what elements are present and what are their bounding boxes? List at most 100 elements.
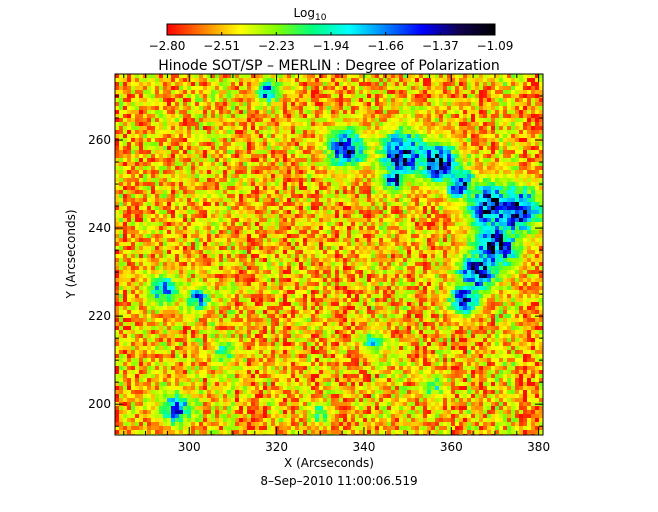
heatmap-cell bbox=[427, 218, 431, 222]
heatmap-cell bbox=[299, 210, 303, 214]
heatmap-cell bbox=[339, 170, 343, 174]
heatmap-cell bbox=[471, 166, 475, 170]
heatmap-cell bbox=[343, 102, 347, 106]
heatmap-cell bbox=[155, 242, 159, 246]
heatmap-cell bbox=[131, 258, 135, 262]
heatmap-cell bbox=[215, 214, 219, 218]
heatmap-cell bbox=[315, 154, 319, 158]
heatmap-cell bbox=[307, 158, 311, 162]
heatmap-cell bbox=[535, 162, 539, 166]
heatmap-cell bbox=[355, 114, 359, 118]
heatmap-cell bbox=[507, 126, 511, 130]
heatmap-cell bbox=[275, 194, 279, 198]
heatmap-cell bbox=[327, 98, 331, 102]
heatmap-cell bbox=[279, 214, 283, 218]
heatmap-cell bbox=[367, 214, 371, 218]
heatmap-cell bbox=[139, 230, 143, 234]
heatmap-cell bbox=[487, 210, 491, 214]
heatmap-cell bbox=[475, 138, 479, 142]
heatmap-cell bbox=[215, 86, 219, 90]
heatmap-cell bbox=[159, 258, 163, 262]
heatmap-cell bbox=[383, 154, 387, 158]
heatmap-cell bbox=[427, 118, 431, 122]
heatmap-cell bbox=[183, 90, 187, 94]
heatmap-cell bbox=[291, 86, 295, 90]
heatmap-cell bbox=[115, 122, 119, 126]
heatmap-cell bbox=[371, 166, 375, 170]
heatmap-cell bbox=[127, 146, 131, 150]
heatmap-cell bbox=[487, 198, 491, 202]
heatmap-cell bbox=[159, 82, 163, 86]
heatmap-cell bbox=[411, 242, 415, 246]
heatmap-cell bbox=[327, 118, 331, 122]
heatmap-cell bbox=[375, 102, 379, 106]
heatmap-cell bbox=[323, 202, 327, 206]
heatmap-cell bbox=[363, 194, 367, 198]
heatmap-cell bbox=[223, 142, 227, 146]
heatmap-cell bbox=[199, 138, 203, 142]
heatmap-cell bbox=[259, 146, 263, 150]
heatmap-cell bbox=[527, 230, 531, 234]
heatmap-cell bbox=[131, 154, 135, 158]
heatmap-cell bbox=[143, 106, 147, 110]
heatmap-cell bbox=[291, 194, 295, 198]
heatmap-cell bbox=[135, 138, 139, 142]
heatmap-cell bbox=[359, 234, 363, 238]
heatmap-cell bbox=[467, 238, 471, 242]
heatmap-cell bbox=[459, 118, 463, 122]
heatmap-cell bbox=[171, 106, 175, 110]
heatmap-cell bbox=[307, 146, 311, 150]
heatmap-cell bbox=[523, 170, 527, 174]
heatmap-cell bbox=[387, 162, 391, 166]
heatmap-cell bbox=[379, 202, 383, 206]
heatmap-cell bbox=[443, 122, 447, 126]
heatmap-cell bbox=[507, 174, 511, 178]
heatmap-cell bbox=[503, 218, 507, 222]
heatmap-cell bbox=[535, 214, 539, 218]
heatmap-cell bbox=[451, 186, 455, 190]
heatmap-cell bbox=[487, 130, 491, 134]
heatmap-cell bbox=[223, 174, 227, 178]
heatmap-cell bbox=[183, 150, 187, 154]
heatmap-cell bbox=[447, 126, 451, 130]
heatmap-cell bbox=[171, 142, 175, 146]
heatmap-cell bbox=[431, 210, 435, 214]
heatmap-cell bbox=[435, 154, 439, 158]
heatmap-cell bbox=[527, 86, 531, 90]
heatmap-cell bbox=[171, 166, 175, 170]
heatmap-cell bbox=[127, 74, 131, 78]
heatmap-cell bbox=[151, 122, 155, 126]
heatmap-cell bbox=[119, 254, 123, 258]
heatmap-cell bbox=[327, 106, 331, 110]
heatmap-cell bbox=[291, 98, 295, 102]
heatmap-cell bbox=[447, 86, 451, 90]
heatmap-cell bbox=[395, 166, 399, 170]
heatmap-cell bbox=[415, 226, 419, 230]
heatmap-cell bbox=[503, 202, 507, 206]
heatmap-cell bbox=[467, 194, 471, 198]
heatmap-cell bbox=[447, 210, 451, 214]
heatmap-cell bbox=[367, 230, 371, 234]
heatmap-cell bbox=[359, 162, 363, 166]
heatmap-cell bbox=[251, 114, 255, 118]
heatmap-cell bbox=[319, 142, 323, 146]
heatmap-cell bbox=[275, 222, 279, 226]
heatmap-cell bbox=[207, 126, 211, 130]
heatmap-cell bbox=[467, 98, 471, 102]
heatmap-cell bbox=[127, 210, 131, 214]
heatmap-cell bbox=[115, 102, 119, 106]
heatmap-cell bbox=[507, 138, 511, 142]
heatmap-cell bbox=[395, 174, 399, 178]
heatmap-cell bbox=[471, 226, 475, 230]
heatmap-cell bbox=[479, 142, 483, 146]
heatmap-cell bbox=[291, 90, 295, 94]
heatmap-cell bbox=[259, 238, 263, 242]
heatmap-cell bbox=[355, 194, 359, 198]
heatmap-cell bbox=[351, 94, 355, 98]
heatmap-cell bbox=[387, 182, 391, 186]
heatmap-cell bbox=[271, 174, 275, 178]
heatmap-cell bbox=[319, 102, 323, 106]
heatmap-cell bbox=[311, 198, 315, 202]
heatmap-cell bbox=[191, 150, 195, 154]
heatmap-cell bbox=[115, 246, 119, 250]
